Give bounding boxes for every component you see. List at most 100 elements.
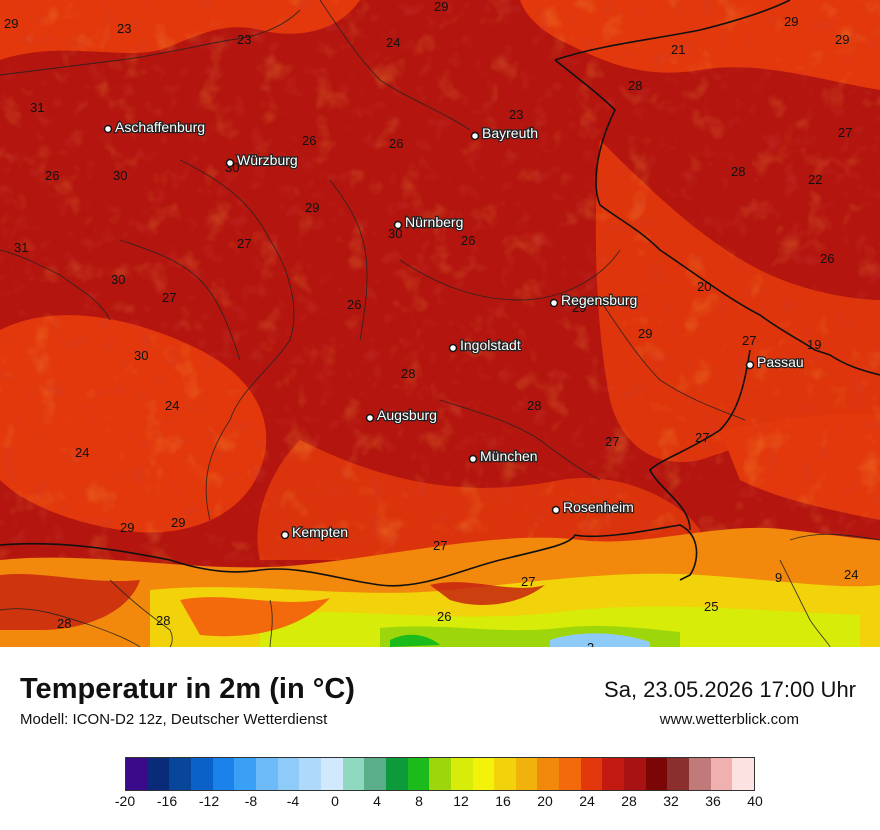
scale-tick-label: -12 [198,793,220,809]
temperature-value: 29 [167,121,181,136]
temperature-value: 27 [433,538,447,553]
color-swatch [645,758,668,790]
temperature-value: 29 [171,515,185,530]
city-aschaffenburg[interactable]: Aschaffenburg [103,118,206,136]
temperature-value: 28 [527,398,541,413]
scale-tick-label: 32 [663,793,679,809]
color-swatch [190,758,213,790]
temperature-value: 21 [671,42,685,57]
website-url[interactable]: www.wetterblick.com [659,711,799,728]
temperature-value: 29 [120,520,134,535]
color-swatch [624,758,646,790]
temperature-value: 31 [30,100,44,115]
temperature-value: 26 [820,251,834,266]
temperature-value: 9 [775,570,782,585]
temperature-value: 30 [134,348,148,363]
city-dot [365,413,375,423]
color-swatch [407,758,430,790]
temperature-value: 29 [638,326,652,341]
map-footer: Temperatur in 2m (in °C) Modell: ICON-D2… [0,647,880,830]
temperature-value: 3 [587,640,594,647]
temperature-value: 28 [628,78,642,93]
scale-tick-label: 24 [579,793,595,809]
city-dot [468,454,478,464]
city-markers: Aschaffenburg Würzburg Bayreuth Nürnberg… [103,118,805,541]
temperature-map: 29 23 23 24 29 29 29 21 31 29 28 23 26 2… [0,0,880,647]
city-label: München [480,448,538,464]
color-swatch [234,758,256,790]
temperature-value: 26 [45,168,59,183]
temperature-value: 31 [14,240,28,255]
color-swatch [126,758,148,790]
map-svg: 29 23 23 24 29 29 29 21 31 29 28 23 26 2… [0,0,880,647]
temperature-value: 29 [784,14,798,29]
forecast-datetime: Sa, 23.05.2026 17:00 Uhr [604,677,856,702]
city-dot [393,220,403,230]
city-augsburg[interactable]: Augsburg [365,406,438,424]
temperature-value: 27 [237,236,251,251]
city-nuernberg[interactable]: Nürnberg [393,213,465,231]
temperature-value: 30 [111,272,125,287]
temperature-value: 26 [347,297,361,312]
temperature-value: 30 [388,226,402,241]
color-swatch [559,758,581,790]
temperature-value: 24 [75,445,89,460]
scale-tick-label: -4 [286,793,300,809]
city-dot [470,131,480,141]
color-swatch [515,758,538,790]
city-dot [225,158,235,168]
temperature-value: 23 [117,21,131,36]
color-swatch [732,758,755,790]
temperature-value: 26 [389,136,403,151]
temperature-value: 22 [808,172,822,187]
scale-tick-label: 0 [331,793,339,809]
city-passau[interactable]: Passau [745,353,805,371]
city-label: Nürnberg [405,214,463,230]
temperature-value: 29 [4,16,18,31]
city-bayreuth[interactable]: Bayreuth [470,124,539,142]
region-lines [0,0,880,647]
city-ingolstadt[interactable]: Ingolstadt [448,336,522,354]
city-regensburg[interactable]: Regensburg [549,291,639,309]
scale-tick-label: 8 [415,793,423,809]
temperature-value: 28 [57,616,71,631]
scale-tick-label: -20 [114,793,136,809]
color-swatch [364,758,386,790]
temperature-value: 29 [305,200,319,215]
color-swatch [667,758,690,790]
color-swatch [494,758,516,790]
color-swatch [710,758,733,790]
temperature-value: 28 [731,164,745,179]
city-dot [103,124,113,134]
temperature-value: 28 [401,366,415,381]
temperature-value: 27 [838,125,852,140]
temperature-value: 27 [605,434,619,449]
scale-tick-label: 20 [537,793,553,809]
scale-tick-label: 28 [621,793,637,809]
color-swatch [689,758,711,790]
city-wuerzburg[interactable]: Würzburg [225,151,299,169]
city-dot [280,530,290,540]
city-label: Passau [757,354,804,370]
temperature-value: 29 [835,32,849,47]
color-swatch [429,758,451,790]
color-swatch [299,758,321,790]
temperature-value: 23 [237,32,251,47]
temperature-value: 25 [704,599,718,614]
map-title: Temperatur in 2m (in °C) [20,673,355,705]
temperature-value: 29 [572,300,586,315]
city-kempten[interactable]: Kempten [280,523,349,541]
temperature-value: 24 [844,567,858,582]
color-swatch [169,758,191,790]
color-swatch [580,758,603,790]
city-muenchen[interactable]: München [468,447,539,465]
city-dot [745,360,755,370]
temperature-value: 27 [162,290,176,305]
city-dot [448,343,458,353]
alps-zone [0,527,880,647]
scale-tick-label: 16 [495,793,511,809]
city-rosenheim[interactable]: Rosenheim [551,498,635,516]
color-swatch [450,758,473,790]
border-lines [0,0,880,587]
temperature-value: 30 [113,168,127,183]
